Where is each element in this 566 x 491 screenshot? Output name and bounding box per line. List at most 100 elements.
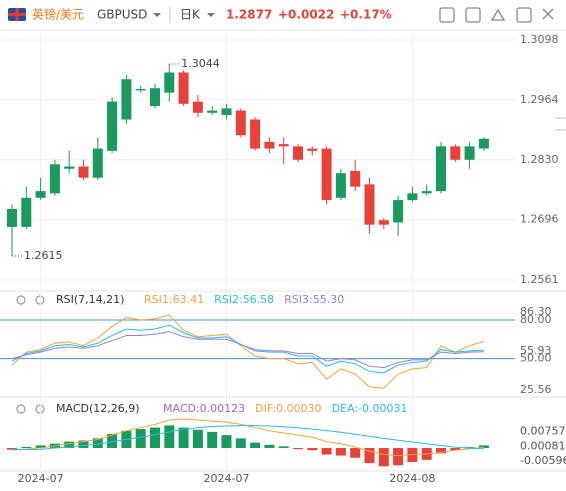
candle-body: [150, 88, 160, 107]
macd-bar: [393, 448, 404, 466]
macd-bar: [192, 429, 203, 449]
rsi-line: [11, 324, 484, 374]
macd-bar: [7, 448, 17, 450]
last-price: 1.2877: [226, 8, 272, 22]
x-tick-label: 2024-07: [18, 472, 64, 485]
macd-bar: [235, 438, 246, 449]
macd-bar: [293, 448, 303, 450]
y-tick-label: 1.2696: [520, 213, 559, 226]
indicator-title: RSI(7,14,21): [56, 293, 124, 306]
y-tick-label: 1.2561: [520, 273, 559, 286]
y-tick-label: -0.00596: [520, 454, 566, 467]
annotation: 1.2615: [24, 249, 63, 262]
candle-body: [250, 119, 261, 149]
side-handle[interactable]: [556, 117, 566, 131]
legend-entry: DEA:-0.00031: [332, 402, 408, 415]
candle-body: [235, 110, 246, 136]
x-tick-label: 2024-07: [204, 472, 250, 485]
candle-body: [64, 166, 75, 169]
dropdown-icon[interactable]: [153, 13, 161, 17]
macd-bar: [135, 429, 146, 449]
candle-body: [407, 193, 418, 201]
eye-icon[interactable]: [16, 404, 26, 414]
macd-bar: [364, 448, 375, 464]
gear-icon[interactable]: [35, 404, 45, 414]
eye-icon[interactable]: [16, 295, 26, 305]
candle-body: [164, 72, 175, 93]
y-tick-label: 0.00757: [520, 425, 566, 438]
candle-body: [178, 72, 189, 104]
candle-body: [49, 164, 60, 194]
candle-body: [264, 141, 275, 149]
candle-body: [35, 191, 46, 198]
x-tick-label: 2024-08: [389, 472, 435, 485]
price-change-pct: +0.17%: [340, 8, 392, 22]
candle-body: [21, 197, 32, 227]
macd-bar: [436, 448, 446, 454]
macd-bar: [178, 427, 189, 449]
macd-bar: [221, 435, 232, 449]
y-tick-label: 1.2964: [520, 93, 559, 106]
tool-icon[interactable]: [465, 7, 481, 23]
candle-body: [478, 138, 489, 149]
candle-body: [78, 166, 89, 178]
pair-code[interactable]: GBPUSD: [97, 8, 147, 22]
y-tick-label: 0.00081: [520, 439, 566, 452]
dropdown-icon[interactable]: [207, 13, 215, 17]
candle-body: [107, 101, 118, 151]
candle-body: [293, 146, 303, 160]
candle-body: [307, 148, 318, 151]
macd-bar: [92, 438, 103, 449]
macd-bar: [64, 441, 75, 449]
indicator-title: MACD(12,26,9): [56, 402, 140, 415]
rsi-line: [11, 331, 484, 369]
pair-name: 英镑/美元: [32, 7, 84, 22]
candle-body: [278, 144, 289, 147]
legend-entry: RSI3:55.30: [284, 293, 344, 306]
candle-body: [135, 89, 146, 91]
candle-body: [7, 209, 17, 227]
macd-bar: [450, 448, 461, 451]
macd-bar: [307, 448, 318, 451]
candle-body: [364, 184, 375, 225]
macd-bar: [250, 442, 261, 449]
legend-entry: DIF:0.00030: [255, 402, 321, 415]
candle-body: [350, 170, 361, 187]
macd-bar: [164, 425, 175, 449]
candle-body: [436, 146, 446, 192]
candle-body: [335, 173, 346, 198]
tool-icon[interactable]: [439, 7, 455, 23]
macd-bar: [78, 440, 89, 449]
legend-entry: RSI2:56.58: [214, 293, 274, 306]
gear-icon[interactable]: [35, 295, 45, 305]
rsi-line: [11, 314, 485, 389]
legend-entry: RSI1:63.41: [144, 293, 204, 306]
macd-bar: [335, 448, 346, 456]
macd-bar: [350, 448, 361, 458]
legend-entry: MACD:0.00123: [163, 402, 245, 415]
macd-bar: [478, 445, 489, 449]
candle-body: [192, 101, 203, 113]
macd-bar: [264, 444, 275, 449]
macd-bar: [407, 448, 418, 463]
candle-body: [464, 146, 475, 160]
price-change: +0.0022: [278, 8, 334, 22]
macd-bar: [150, 427, 160, 449]
macd-line: [11, 425, 484, 451]
macd-bar: [278, 446, 289, 449]
macd-bar: [107, 434, 118, 449]
candle-body: [393, 200, 404, 223]
close-icon[interactable]: [542, 8, 554, 20]
annotation: 1.3044: [181, 57, 220, 70]
candle-body: [92, 148, 103, 178]
period[interactable]: 日K: [180, 8, 201, 22]
flag-icon: [8, 8, 26, 21]
candle-body: [121, 79, 132, 120]
tool-icon[interactable]: [490, 8, 506, 21]
macd-bar: [35, 445, 46, 449]
y-tick-label: 25.56: [520, 383, 552, 396]
candle-body: [450, 146, 461, 160]
tool-icon[interactable]: [516, 7, 532, 23]
